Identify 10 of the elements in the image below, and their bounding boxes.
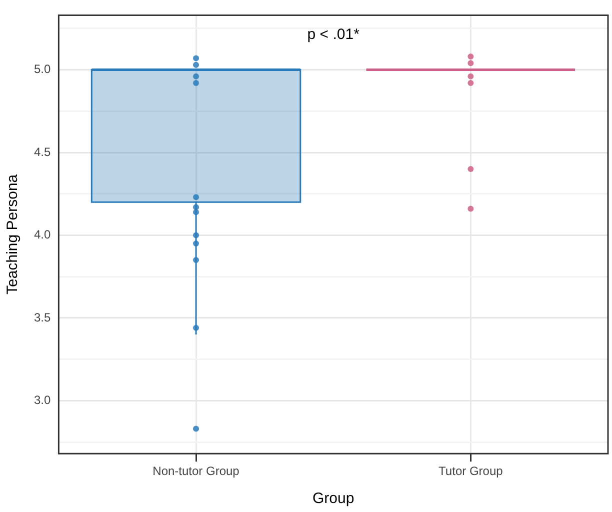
y-tick-label: 5.0 [34, 62, 51, 76]
y-axis-title: Teaching Persona [4, 174, 22, 294]
y-tick-label: 3.5 [34, 310, 51, 324]
y-tick-label: 4.0 [34, 228, 51, 242]
x-tick-label: Tutor Group [438, 464, 504, 478]
annotation: p < .01* [307, 26, 360, 43]
x-tick-label: Non-tutor Group [152, 464, 240, 478]
x-axis-title: Group [312, 490, 354, 508]
y-tick-label: 4.5 [34, 144, 51, 159]
y-tick-label: 3.0 [34, 392, 51, 407]
